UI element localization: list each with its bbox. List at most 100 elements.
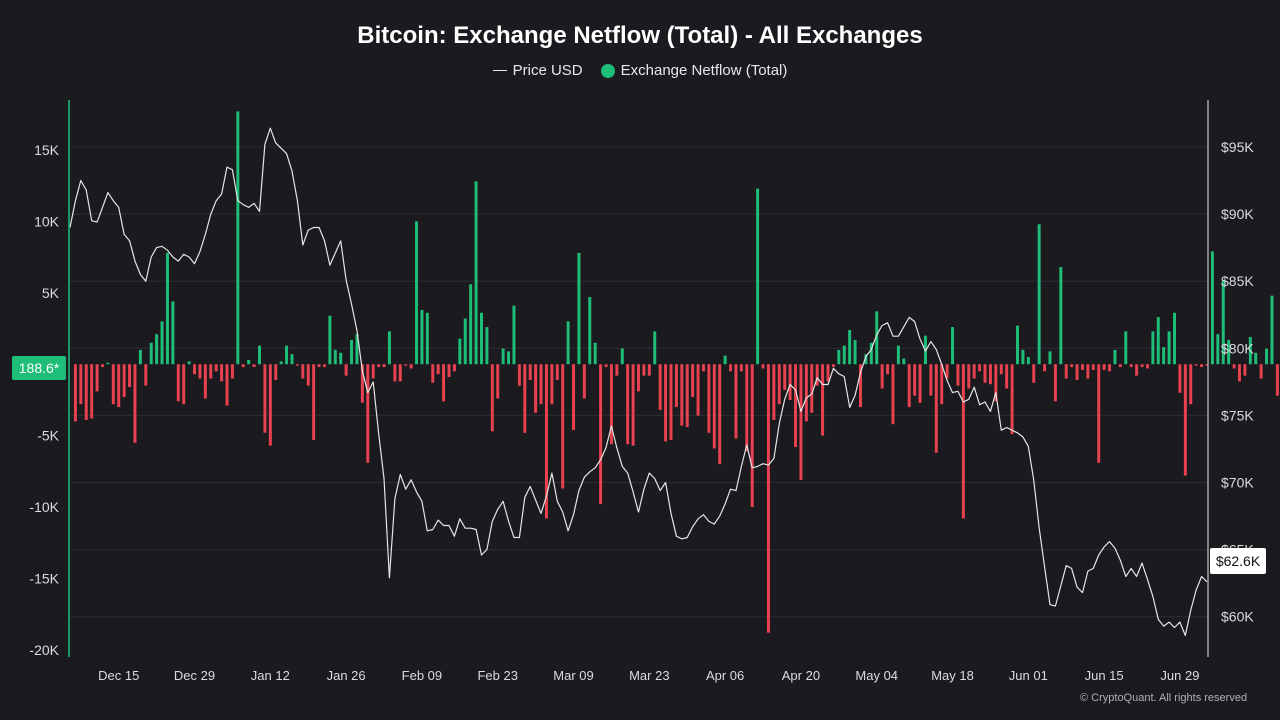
netflow-bar bbox=[1032, 364, 1036, 383]
netflow-bar bbox=[79, 364, 83, 405]
y-right-tick-label: $80K bbox=[1221, 340, 1254, 356]
netflow-bar bbox=[561, 364, 565, 489]
netflow-bar bbox=[247, 359, 251, 365]
netflow-bar bbox=[756, 188, 760, 365]
netflow-bar bbox=[1124, 331, 1128, 365]
netflow-bar bbox=[626, 364, 630, 445]
netflow-bar bbox=[1178, 364, 1182, 393]
netflow-bar bbox=[398, 364, 402, 382]
netflow-bar bbox=[804, 364, 808, 422]
netflow-bar bbox=[241, 364, 245, 368]
netflow-bar bbox=[496, 364, 500, 399]
netflow-bar bbox=[463, 318, 467, 365]
netflow-bar bbox=[187, 361, 191, 365]
netflow-bar bbox=[1097, 364, 1101, 463]
netflow-bar bbox=[745, 364, 749, 452]
netflow-bar bbox=[1156, 317, 1160, 365]
legend-entry-price[interactable]: Price USD bbox=[492, 62, 583, 79]
netflow-bar bbox=[831, 364, 835, 368]
netflow-bar bbox=[544, 364, 548, 519]
netflow-bar bbox=[263, 364, 267, 433]
netflow-bar bbox=[664, 364, 668, 442]
netflow-bar bbox=[490, 364, 494, 432]
y-left-tick-label: 15K bbox=[34, 142, 60, 158]
netflow-bar bbox=[501, 348, 505, 365]
netflow-bar bbox=[1135, 364, 1139, 376]
legend: Price USD Exchange Netflow (Total) bbox=[0, 62, 1280, 79]
x-tick-label: May 04 bbox=[855, 668, 898, 683]
netflow-bar bbox=[609, 364, 613, 445]
netflow-bar bbox=[945, 364, 949, 379]
netflow-bar bbox=[766, 364, 770, 633]
netflow-bar bbox=[1205, 364, 1209, 366]
netflow-bar bbox=[653, 331, 657, 365]
netflow-bar bbox=[203, 364, 207, 399]
netflow-bar bbox=[517, 364, 521, 386]
netflow-bar bbox=[896, 345, 900, 365]
netflow-bar bbox=[902, 358, 906, 365]
y-right-tick-label: $85K bbox=[1221, 273, 1254, 289]
netflow-bar bbox=[1005, 364, 1009, 389]
netflow-bar bbox=[1221, 279, 1225, 365]
netflow-bar bbox=[182, 364, 186, 405]
netflow-bar bbox=[940, 364, 944, 405]
netflow-bar bbox=[1091, 364, 1095, 370]
netflow-bar bbox=[1232, 364, 1236, 369]
netflow-bar bbox=[875, 311, 879, 365]
netflow-bar bbox=[279, 361, 283, 365]
x-tick-label: Apr 06 bbox=[706, 668, 744, 683]
netflow-bar bbox=[106, 362, 110, 365]
netflow-bar bbox=[853, 339, 857, 365]
netflow-bar bbox=[285, 345, 289, 365]
netflow-bar bbox=[880, 364, 884, 389]
netflow-bar bbox=[149, 342, 153, 365]
current-netflow-badge: 188.6* bbox=[12, 356, 66, 380]
legend-label-price: Price USD bbox=[512, 62, 583, 79]
netflow-bar bbox=[1037, 224, 1041, 365]
x-tick-label: Feb 09 bbox=[402, 668, 442, 683]
netflow-bar bbox=[815, 364, 819, 386]
x-tick-label: Jan 12 bbox=[251, 668, 290, 683]
netflow-bar bbox=[794, 364, 798, 448]
netflow-bar bbox=[1043, 364, 1047, 372]
netflow-bar bbox=[415, 221, 419, 365]
netflow-bar bbox=[956, 364, 960, 386]
x-tick-label: Jun 01 bbox=[1009, 668, 1048, 683]
netflow-bar bbox=[983, 364, 987, 383]
netflow-bar bbox=[566, 321, 570, 365]
netflow-bar bbox=[73, 364, 77, 422]
netflow-bar bbox=[934, 364, 938, 453]
netflow-bar bbox=[198, 364, 202, 379]
legend-entry-netflow[interactable]: Exchange Netflow (Total) bbox=[600, 62, 787, 79]
netflow-bar bbox=[155, 334, 159, 365]
netflow-bar bbox=[339, 352, 343, 365]
netflow-bar bbox=[1048, 351, 1052, 365]
netflow-bar bbox=[469, 284, 473, 365]
netflow-bar bbox=[701, 364, 705, 372]
netflow-bar bbox=[994, 364, 998, 402]
netflow-bar bbox=[317, 364, 321, 368]
netflow-bar bbox=[523, 364, 527, 433]
y-right-tick-label: $95K bbox=[1221, 139, 1254, 155]
netflow-bar bbox=[680, 364, 684, 426]
netflow-bar bbox=[301, 364, 305, 379]
netflow-bar bbox=[312, 364, 316, 440]
x-tick-label: Mar 23 bbox=[629, 668, 669, 683]
netflow-bar bbox=[988, 364, 992, 385]
netflow-bar bbox=[582, 364, 586, 399]
legend-line-icon bbox=[492, 69, 507, 72]
netflow-bar bbox=[1070, 364, 1074, 368]
netflow-bar bbox=[333, 349, 337, 365]
x-tick-label: Jun 29 bbox=[1160, 668, 1199, 683]
price-line bbox=[69, 127, 1208, 637]
netflow-bar bbox=[258, 345, 261, 365]
netflow-bar bbox=[436, 364, 440, 375]
netflow-bar bbox=[1270, 295, 1274, 365]
netflow-bar bbox=[658, 364, 662, 410]
netflow-bar bbox=[393, 364, 397, 382]
netflow-bar bbox=[236, 111, 240, 365]
netflow-bar bbox=[117, 364, 121, 408]
netflow-bar bbox=[274, 364, 278, 380]
netflow-bar bbox=[918, 364, 922, 403]
